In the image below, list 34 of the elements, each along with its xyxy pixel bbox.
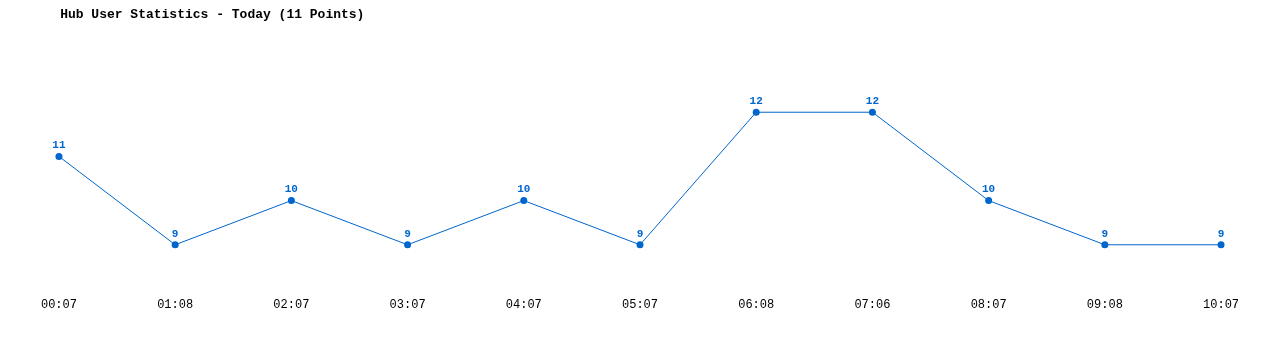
point [287, 197, 295, 205]
chart-title: Hub User Statistics - Today (11 Points) [60, 6, 365, 22]
point [520, 197, 528, 205]
data-label: 9 [404, 227, 411, 240]
data-label: 11 [52, 139, 66, 152]
x-tick-label: 04:07 [505, 298, 542, 312]
point [868, 108, 876, 116]
data-label: 9 [1217, 227, 1225, 240]
x-tick-label: 00:07 [40, 298, 77, 312]
x-tick-label: 06:08 [738, 298, 775, 312]
x-tick-label: 05:07 [621, 298, 659, 312]
data-label: 10 [284, 183, 298, 196]
data-label: 10 [982, 183, 996, 196]
point [985, 197, 993, 205]
data-label: 12 [749, 95, 763, 108]
x-tick-label: 01:08 [157, 298, 194, 312]
data-label: 9 [636, 227, 644, 240]
x-tick-label: 02:07 [273, 298, 310, 312]
data-label: 12 [865, 95, 880, 108]
point [1217, 241, 1225, 249]
data-label: 9 [1101, 227, 1109, 240]
data-label: 9 [171, 227, 179, 240]
x-tick-label: 08:07 [970, 298, 1007, 312]
point [404, 241, 412, 249]
point [1101, 241, 1109, 249]
x-tick-label: 03:07 [389, 298, 426, 312]
point [171, 241, 179, 249]
x-tick-label: 07:06 [854, 298, 891, 312]
point [752, 108, 760, 116]
x-tick-label: 10:07 [1203, 298, 1240, 312]
point [55, 152, 63, 160]
point [636, 241, 644, 249]
x-tick-label: 09:08 [1086, 298, 1123, 312]
data-label: 10 [517, 183, 531, 196]
